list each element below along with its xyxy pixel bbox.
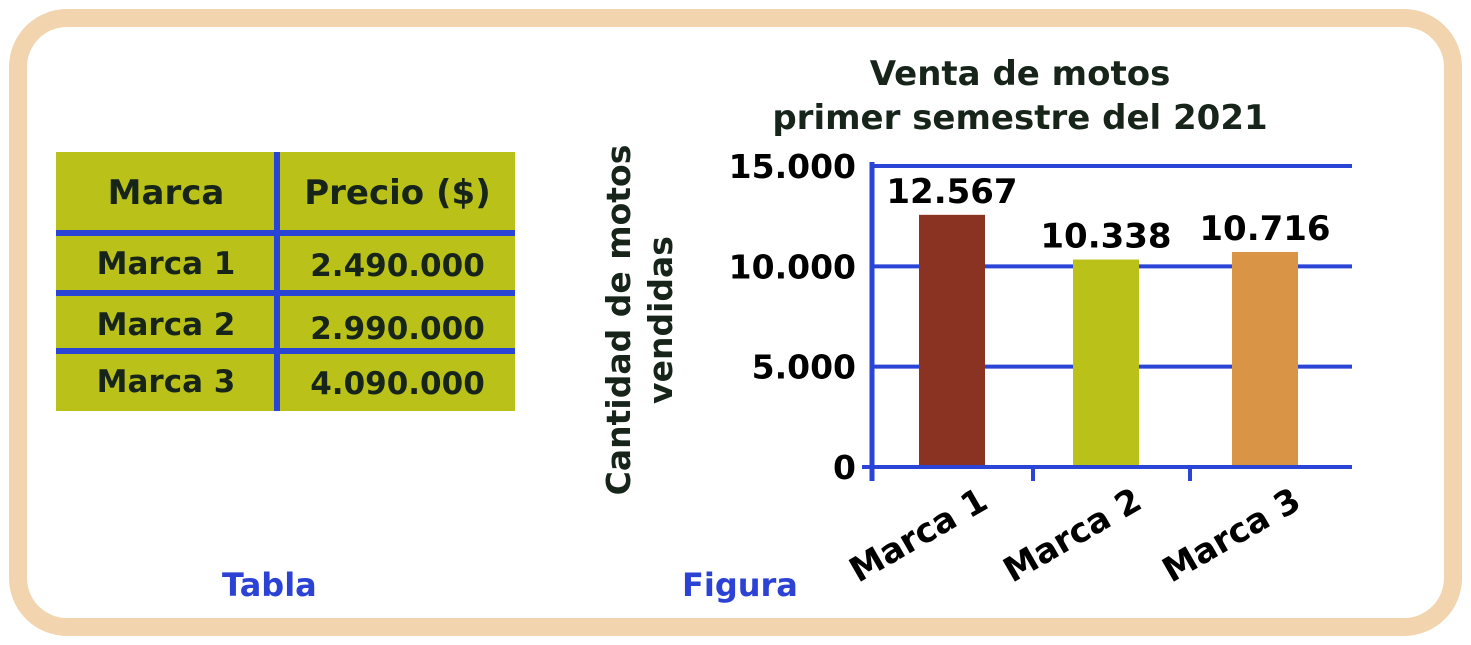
bar-value-label: 10.338: [1040, 217, 1171, 257]
table-cell-price: 2.490.000: [310, 248, 485, 284]
table-caption: Tabla: [222, 566, 317, 604]
y-tick-label: 10.000: [729, 247, 856, 286]
table-row-divider: [56, 290, 515, 296]
x-tick-label: Marca 2: [997, 480, 1149, 591]
table-header-brand: Marca: [107, 173, 225, 213]
chart-title-line: primer semestre del 2021: [772, 98, 1268, 138]
table-cell-brand: Marca 1: [96, 246, 236, 282]
table-cell-brand: Marca 3: [96, 364, 236, 400]
table-cell-price: 2.990.000: [310, 311, 485, 347]
table-row-divider: [56, 348, 515, 354]
bar-value-label: 12.567: [886, 172, 1017, 212]
y-tick-label: 0: [833, 448, 856, 487]
bar-value-label: 10.716: [1199, 209, 1330, 249]
bar: [1073, 259, 1139, 465]
x-tick-label: Marca 3: [1156, 480, 1308, 591]
price-table: Marca Precio ($) Marca 1 2.490.000 Marca…: [56, 152, 515, 411]
bar: [1232, 251, 1298, 465]
x-tick-label: Marca 1: [843, 480, 995, 591]
table-row-divider: [56, 230, 515, 236]
table-cell-price: 4.090.000: [310, 366, 485, 402]
chart-title: Venta de motos primer semestre del 2021: [760, 52, 1280, 140]
y-tick-label: 15.000: [729, 147, 856, 186]
bar: [919, 214, 985, 465]
chart-title-line: Venta de motos: [869, 54, 1171, 94]
y-tick-label: 5.000: [752, 348, 856, 387]
figure-caption: Figura: [682, 566, 798, 604]
table-cell-brand: Marca 2: [96, 307, 236, 343]
table-header-price: Precio ($): [304, 173, 491, 213]
table-column-divider: [274, 152, 280, 411]
